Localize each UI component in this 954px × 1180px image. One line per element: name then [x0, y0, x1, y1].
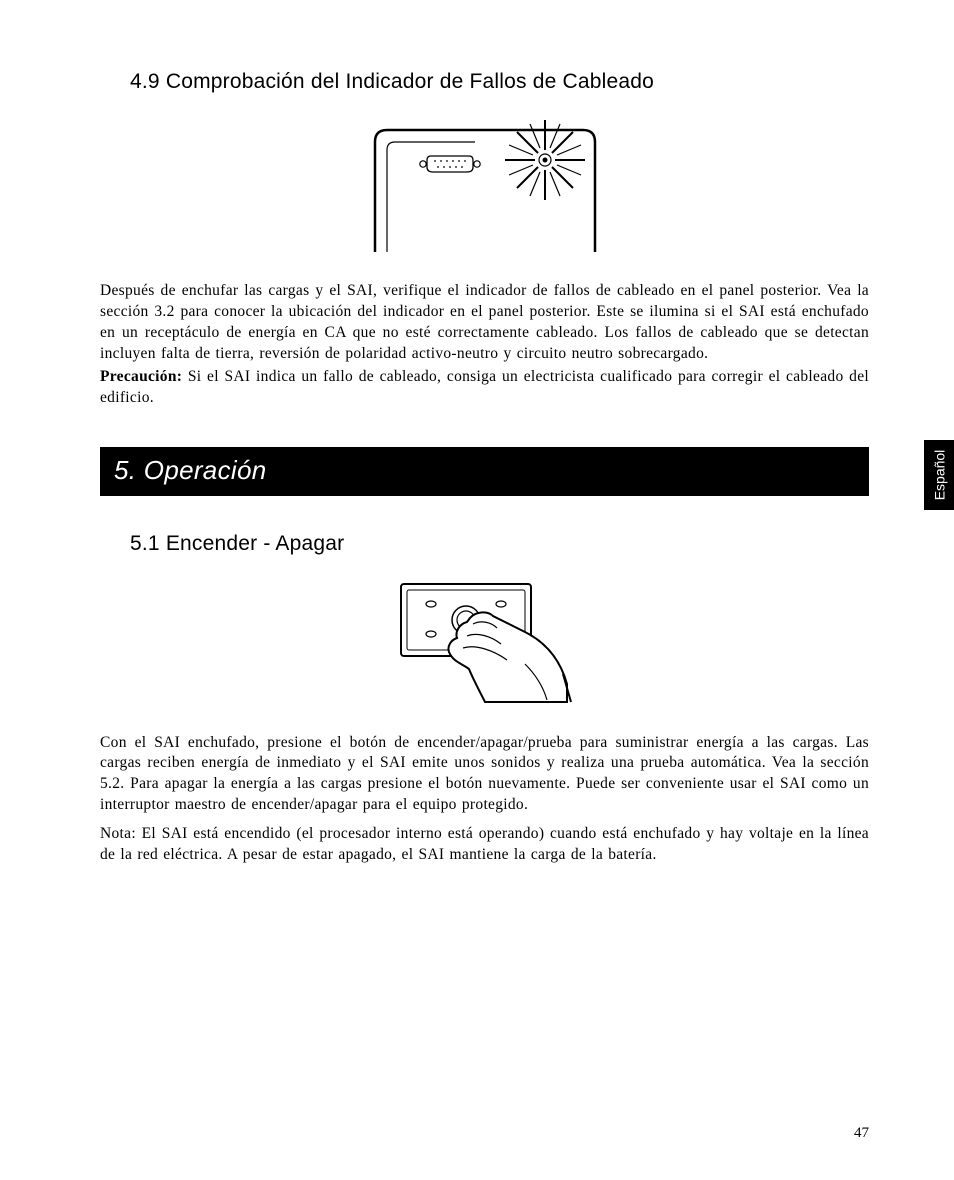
language-tab: Español [924, 440, 954, 510]
note-5-1: Nota: El SAI está encendido (el procesad… [100, 824, 869, 866]
caution-4-9: Precaución: Si el SAI indica un fallo de… [100, 367, 869, 409]
caution-label: Precaución: [100, 368, 182, 385]
language-tab-text: Español [931, 450, 947, 501]
caution-text: Si el SAI indica un fallo de cableado, c… [100, 368, 869, 406]
page-number: 47 [854, 1125, 869, 1142]
heading-5-1: 5.1 Encender - Apagar [130, 532, 869, 556]
heading-4-9: 4.9 Comprobación del Indicador de Fallos… [130, 70, 869, 94]
para-4-9: Después de enchufar las cargas y el SAI,… [100, 281, 869, 365]
figure-4-9 [100, 112, 869, 257]
figure-5-1 [100, 574, 869, 709]
para-5-1: Con el SAI enchufado, presione el botón … [100, 733, 869, 817]
section-5-bar: 5. Operación [100, 447, 869, 496]
